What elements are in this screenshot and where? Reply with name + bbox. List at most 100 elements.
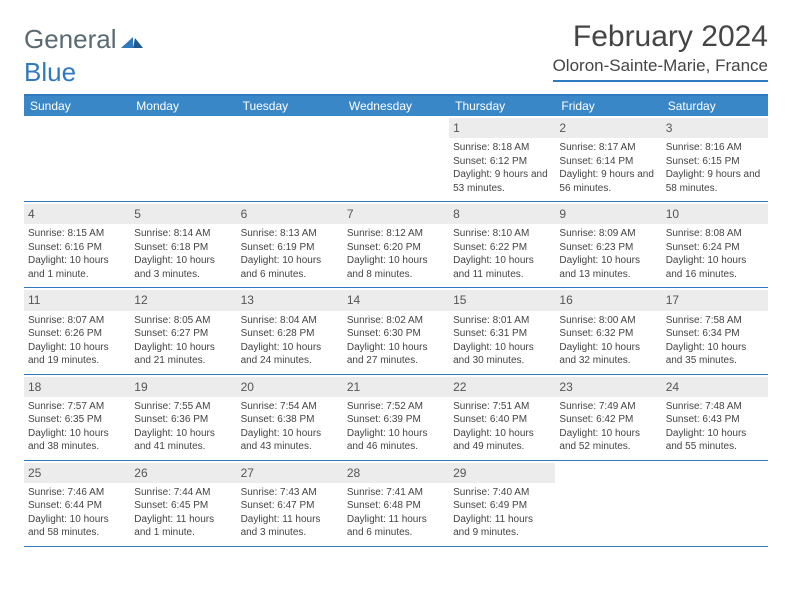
sunset-text: Sunset: 6:23 PM	[559, 241, 657, 255]
day-number: 26	[130, 463, 236, 483]
day-cell	[662, 461, 768, 546]
daylight-text: Daylight: 10 hours and 43 minutes.	[241, 427, 339, 454]
daylight-text: Daylight: 10 hours and 6 minutes.	[241, 254, 339, 281]
day-number: 13	[237, 290, 343, 310]
daylight-text: Daylight: 10 hours and 1 minute.	[28, 254, 126, 281]
sunset-text: Sunset: 6:15 PM	[666, 155, 764, 169]
day-cell: 17Sunrise: 7:58 AMSunset: 6:34 PMDayligh…	[662, 288, 768, 373]
daylight-text: Daylight: 10 hours and 30 minutes.	[453, 341, 551, 368]
sunrise-text: Sunrise: 8:12 AM	[347, 227, 445, 241]
sunrise-text: Sunrise: 7:49 AM	[559, 400, 657, 414]
day-cell: 5Sunrise: 8:14 AMSunset: 6:18 PMDaylight…	[130, 202, 236, 287]
day-number: 15	[449, 290, 555, 310]
day-cell: 26Sunrise: 7:44 AMSunset: 6:45 PMDayligh…	[130, 461, 236, 546]
sunrise-text: Sunrise: 8:18 AM	[453, 141, 551, 155]
weekday-header: Thursday	[449, 96, 555, 116]
daylight-text: Daylight: 10 hours and 11 minutes.	[453, 254, 551, 281]
sunrise-text: Sunrise: 8:00 AM	[559, 314, 657, 328]
day-number: 14	[343, 290, 449, 310]
sunset-text: Sunset: 6:36 PM	[134, 413, 232, 427]
daylight-text: Daylight: 10 hours and 38 minutes.	[28, 427, 126, 454]
sunset-text: Sunset: 6:35 PM	[28, 413, 126, 427]
weekday-header: Friday	[555, 96, 661, 116]
day-cell	[555, 461, 661, 546]
daylight-text: Daylight: 10 hours and 19 minutes.	[28, 341, 126, 368]
day-number: 3	[662, 118, 768, 138]
daylight-text: Daylight: 9 hours and 58 minutes.	[666, 168, 764, 195]
day-number: 18	[24, 377, 130, 397]
weekday-header: Wednesday	[343, 96, 449, 116]
daylight-text: Daylight: 10 hours and 52 minutes.	[559, 427, 657, 454]
sunset-text: Sunset: 6:40 PM	[453, 413, 551, 427]
daylight-text: Daylight: 10 hours and 32 minutes.	[559, 341, 657, 368]
sunrise-text: Sunrise: 7:46 AM	[28, 486, 126, 500]
day-cell: 28Sunrise: 7:41 AMSunset: 6:48 PMDayligh…	[343, 461, 449, 546]
day-number: 29	[449, 463, 555, 483]
sunset-text: Sunset: 6:27 PM	[134, 327, 232, 341]
sunset-text: Sunset: 6:24 PM	[666, 241, 764, 255]
sunrise-text: Sunrise: 7:57 AM	[28, 400, 126, 414]
sunrise-text: Sunrise: 8:14 AM	[134, 227, 232, 241]
sunset-text: Sunset: 6:47 PM	[241, 499, 339, 513]
day-cell: 1Sunrise: 8:18 AMSunset: 6:12 PMDaylight…	[449, 116, 555, 201]
weekday-header: Monday	[130, 96, 236, 116]
day-cell: 27Sunrise: 7:43 AMSunset: 6:47 PMDayligh…	[237, 461, 343, 546]
location: Oloron-Sainte-Marie, France	[553, 56, 768, 82]
daylight-text: Daylight: 10 hours and 27 minutes.	[347, 341, 445, 368]
day-cell	[130, 116, 236, 201]
daylight-text: Daylight: 9 hours and 56 minutes.	[559, 168, 657, 195]
day-cell: 15Sunrise: 8:01 AMSunset: 6:31 PMDayligh…	[449, 288, 555, 373]
day-number: 6	[237, 204, 343, 224]
day-number: 23	[555, 377, 661, 397]
sunrise-text: Sunrise: 7:40 AM	[453, 486, 551, 500]
day-cell: 8Sunrise: 8:10 AMSunset: 6:22 PMDaylight…	[449, 202, 555, 287]
day-cell: 9Sunrise: 8:09 AMSunset: 6:23 PMDaylight…	[555, 202, 661, 287]
sunset-text: Sunset: 6:12 PM	[453, 155, 551, 169]
sunset-text: Sunset: 6:28 PM	[241, 327, 339, 341]
day-cell: 12Sunrise: 8:05 AMSunset: 6:27 PMDayligh…	[130, 288, 236, 373]
day-cell: 20Sunrise: 7:54 AMSunset: 6:38 PMDayligh…	[237, 375, 343, 460]
sunrise-text: Sunrise: 8:16 AM	[666, 141, 764, 155]
day-cell: 22Sunrise: 7:51 AMSunset: 6:40 PMDayligh…	[449, 375, 555, 460]
sunset-text: Sunset: 6:48 PM	[347, 499, 445, 513]
sunrise-text: Sunrise: 7:43 AM	[241, 486, 339, 500]
sunrise-text: Sunrise: 7:41 AM	[347, 486, 445, 500]
week-row: 11Sunrise: 8:07 AMSunset: 6:26 PMDayligh…	[24, 288, 768, 374]
day-cell: 14Sunrise: 8:02 AMSunset: 6:30 PMDayligh…	[343, 288, 449, 373]
sunset-text: Sunset: 6:42 PM	[559, 413, 657, 427]
brand-logo: GeneralBlue	[24, 24, 143, 88]
weekday-header: Sunday	[24, 96, 130, 116]
daylight-text: Daylight: 10 hours and 35 minutes.	[666, 341, 764, 368]
weeks-container: 1Sunrise: 8:18 AMSunset: 6:12 PMDaylight…	[24, 116, 768, 547]
day-cell	[24, 116, 130, 201]
day-number: 2	[555, 118, 661, 138]
sunrise-text: Sunrise: 7:52 AM	[347, 400, 445, 414]
sunset-text: Sunset: 6:45 PM	[134, 499, 232, 513]
brand-part1: General	[24, 24, 117, 54]
sunrise-text: Sunrise: 8:13 AM	[241, 227, 339, 241]
sunset-text: Sunset: 6:34 PM	[666, 327, 764, 341]
daylight-text: Daylight: 9 hours and 53 minutes.	[453, 168, 551, 195]
sunset-text: Sunset: 6:31 PM	[453, 327, 551, 341]
sunrise-text: Sunrise: 8:02 AM	[347, 314, 445, 328]
sunrise-text: Sunrise: 7:58 AM	[666, 314, 764, 328]
daylight-text: Daylight: 10 hours and 21 minutes.	[134, 341, 232, 368]
day-number: 12	[130, 290, 236, 310]
day-cell: 25Sunrise: 7:46 AMSunset: 6:44 PMDayligh…	[24, 461, 130, 546]
day-number: 4	[24, 204, 130, 224]
day-cell: 11Sunrise: 8:07 AMSunset: 6:26 PMDayligh…	[24, 288, 130, 373]
sunset-text: Sunset: 6:20 PM	[347, 241, 445, 255]
sunset-text: Sunset: 6:16 PM	[28, 241, 126, 255]
day-number: 21	[343, 377, 449, 397]
daylight-text: Daylight: 11 hours and 3 minutes.	[241, 513, 339, 540]
sunset-text: Sunset: 6:43 PM	[666, 413, 764, 427]
sunset-text: Sunset: 6:32 PM	[559, 327, 657, 341]
daylight-text: Daylight: 10 hours and 3 minutes.	[134, 254, 232, 281]
day-number: 22	[449, 377, 555, 397]
brand-part2: Blue	[24, 57, 76, 87]
sunset-text: Sunset: 6:49 PM	[453, 499, 551, 513]
day-number: 19	[130, 377, 236, 397]
month-title: February 2024	[553, 20, 768, 54]
sunrise-text: Sunrise: 8:15 AM	[28, 227, 126, 241]
weekday-header-row: SundayMondayTuesdayWednesdayThursdayFrid…	[24, 96, 768, 116]
